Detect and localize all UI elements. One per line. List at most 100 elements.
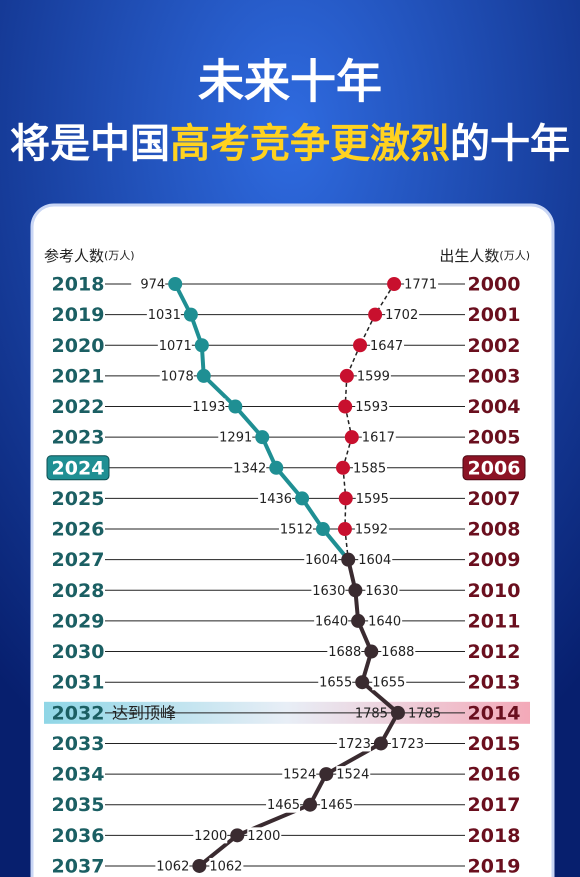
exam-value: 1193	[192, 400, 225, 415]
birth-value: 1062	[209, 859, 242, 874]
left-year: 2037	[52, 855, 105, 877]
right-year: 2008	[468, 519, 521, 541]
birth-line	[344, 375, 348, 407]
right-year: 2002	[468, 335, 521, 357]
points	[168, 277, 405, 873]
birth-value: 1593	[355, 400, 388, 415]
label-bg	[355, 398, 390, 415]
right-year: 2004	[468, 396, 521, 418]
exam-value: 1031	[148, 308, 181, 323]
left-year-box	[46, 455, 110, 481]
label-bg	[381, 643, 416, 660]
birth-point	[344, 430, 359, 445]
birth-line	[342, 467, 347, 499]
left-year: 2035	[52, 794, 105, 816]
right-year: 2009	[468, 549, 521, 571]
birth-value: 1604	[358, 553, 391, 568]
exam-value: 974	[140, 278, 165, 293]
birth-value: 1524	[336, 768, 369, 783]
birth-value: 1688	[381, 645, 414, 660]
exam-point	[183, 307, 198, 322]
label-bg	[258, 490, 293, 507]
right-year: 2007	[468, 488, 521, 510]
left-year: 2021	[52, 365, 105, 387]
left-year: 2031	[52, 672, 105, 694]
exam-point	[196, 368, 211, 383]
label-bg	[209, 857, 244, 874]
label-bg	[370, 337, 405, 354]
label-bg	[336, 766, 371, 783]
exam-value: 1640	[315, 614, 348, 629]
label-bg	[368, 612, 403, 629]
label-bg	[218, 429, 253, 446]
left-year: 2034	[52, 764, 105, 786]
rows	[44, 283, 530, 867]
exam-value: 1465	[267, 798, 300, 813]
label-bg	[278, 521, 313, 538]
left-header-name: 参考人数	[44, 247, 104, 265]
birth-point	[338, 491, 353, 506]
birth-value: 1585	[353, 461, 386, 476]
exam-value: 1655	[319, 676, 352, 691]
subtitle-part: 将是中国	[10, 121, 170, 167]
label-bg	[232, 459, 267, 476]
exam-value: 1342	[233, 461, 266, 476]
left-header-unit: (万人)	[104, 249, 135, 262]
birth-value: 1630	[365, 584, 398, 599]
label-bg	[131, 276, 166, 292]
merged-line	[360, 680, 400, 715]
left-year: 2022	[52, 396, 105, 418]
exam-value: 1436	[259, 492, 292, 507]
label-bg	[361, 429, 396, 446]
exam-point	[228, 399, 243, 414]
left-year: 2024	[52, 457, 105, 479]
merged-point	[348, 583, 363, 598]
birth-point	[337, 522, 352, 537]
right-year: 2005	[468, 427, 521, 449]
birth-value: 1771	[404, 278, 437, 293]
exam-point	[194, 338, 209, 353]
merged-point	[319, 767, 334, 782]
birth-value: 1702	[385, 308, 418, 323]
title: 未来十年	[198, 55, 382, 109]
merged-point	[351, 613, 366, 628]
exam-value: 1071	[159, 339, 192, 354]
birth-line	[344, 528, 349, 560]
label-bg	[320, 796, 355, 813]
left-year: 2025	[52, 488, 105, 510]
right-year: 2011	[468, 610, 521, 632]
exam-point	[315, 522, 330, 537]
right-year: 2003	[468, 365, 521, 387]
birth-point	[338, 399, 353, 414]
label-bg	[327, 643, 362, 660]
birth-line	[344, 406, 353, 438]
right-year: 2016	[468, 764, 521, 786]
merged-point	[230, 828, 245, 843]
right-year: 2018	[468, 825, 521, 847]
label-bg	[146, 306, 181, 323]
right-year: 2010	[468, 580, 521, 602]
exam-point	[295, 491, 310, 506]
label-bg	[314, 612, 349, 629]
label-bg	[193, 827, 228, 844]
exam-value: 1512	[280, 523, 313, 538]
birth-value: 1200	[247, 829, 280, 844]
label-bg	[318, 674, 353, 691]
birth-value: 1617	[362, 431, 395, 446]
subtitle-part: 的十年	[450, 121, 570, 167]
left-year: 2032	[52, 702, 105, 724]
label-bg	[358, 551, 393, 568]
left-year: 2028	[52, 580, 105, 602]
left-year: 2023	[52, 427, 105, 449]
left-year: 2029	[52, 610, 105, 632]
merged-line	[325, 741, 382, 776]
label-bg	[159, 367, 194, 384]
left-year: 2030	[52, 641, 105, 663]
birth-value: 1640	[368, 614, 401, 629]
label-bg	[157, 337, 192, 354]
exam-point	[255, 430, 270, 445]
label-bg	[266, 796, 301, 813]
subtitle-highlight: 高考竞争更激烈	[170, 121, 450, 167]
exam-value: 1723	[338, 737, 371, 752]
right-year: 2000	[468, 274, 521, 296]
